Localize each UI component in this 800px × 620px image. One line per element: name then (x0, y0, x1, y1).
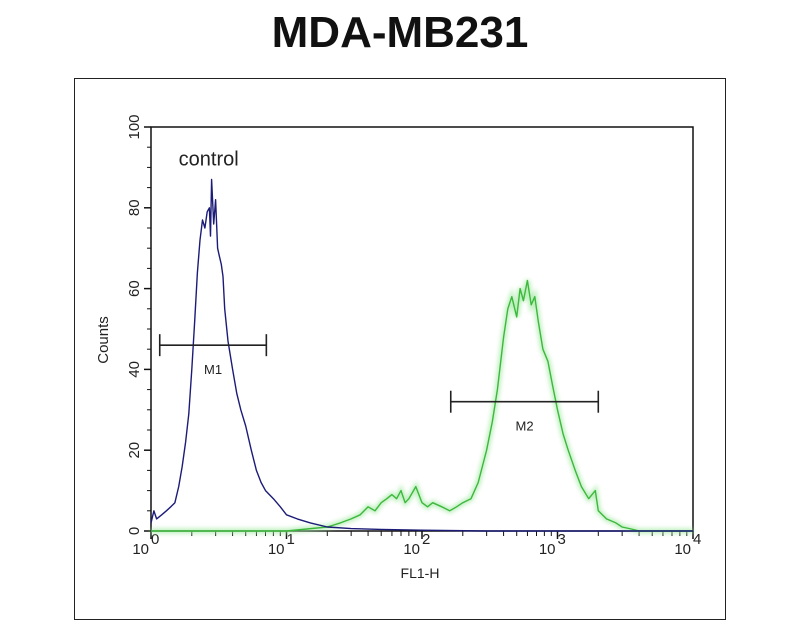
x-tick-exponent: 2 (422, 531, 430, 548)
y-tick-label: 20 (126, 442, 143, 459)
x-tick-exponent: 4 (693, 531, 701, 548)
series-line-control (150, 178, 693, 532)
y-tick-label: 40 (126, 361, 143, 378)
y-tick-label: 100 (126, 114, 143, 139)
x-tick-base: 10 (403, 541, 420, 558)
x-tick-base: 10 (674, 541, 691, 558)
chart-title: MDA-MB231 (271, 8, 529, 57)
y-tick-label: 80 (126, 199, 143, 216)
x-tick-exponent: 3 (558, 531, 566, 548)
x-tick-base: 10 (268, 541, 285, 558)
x-tick-base: 10 (539, 541, 556, 558)
x-tick-exponent: 1 (287, 531, 295, 548)
series-layer (150, 178, 693, 534)
x-axis-label: FL1-H (401, 565, 440, 581)
series-glow (151, 280, 693, 534)
x-tick-base: 10 (132, 541, 149, 558)
series-line-green (151, 279, 693, 532)
marker-layer: M1 M2 (158, 334, 600, 434)
x-tick-exponent: 0 (151, 531, 159, 548)
plot-area-border (150, 126, 694, 532)
marker-label: M1 (204, 362, 222, 377)
marker-label: M2 (515, 419, 533, 434)
y-axis-label: Counts (95, 316, 112, 364)
y-tick-label: 0 (126, 527, 143, 535)
annotation-control: control (179, 148, 239, 170)
y-tick-label: 60 (126, 280, 143, 297)
